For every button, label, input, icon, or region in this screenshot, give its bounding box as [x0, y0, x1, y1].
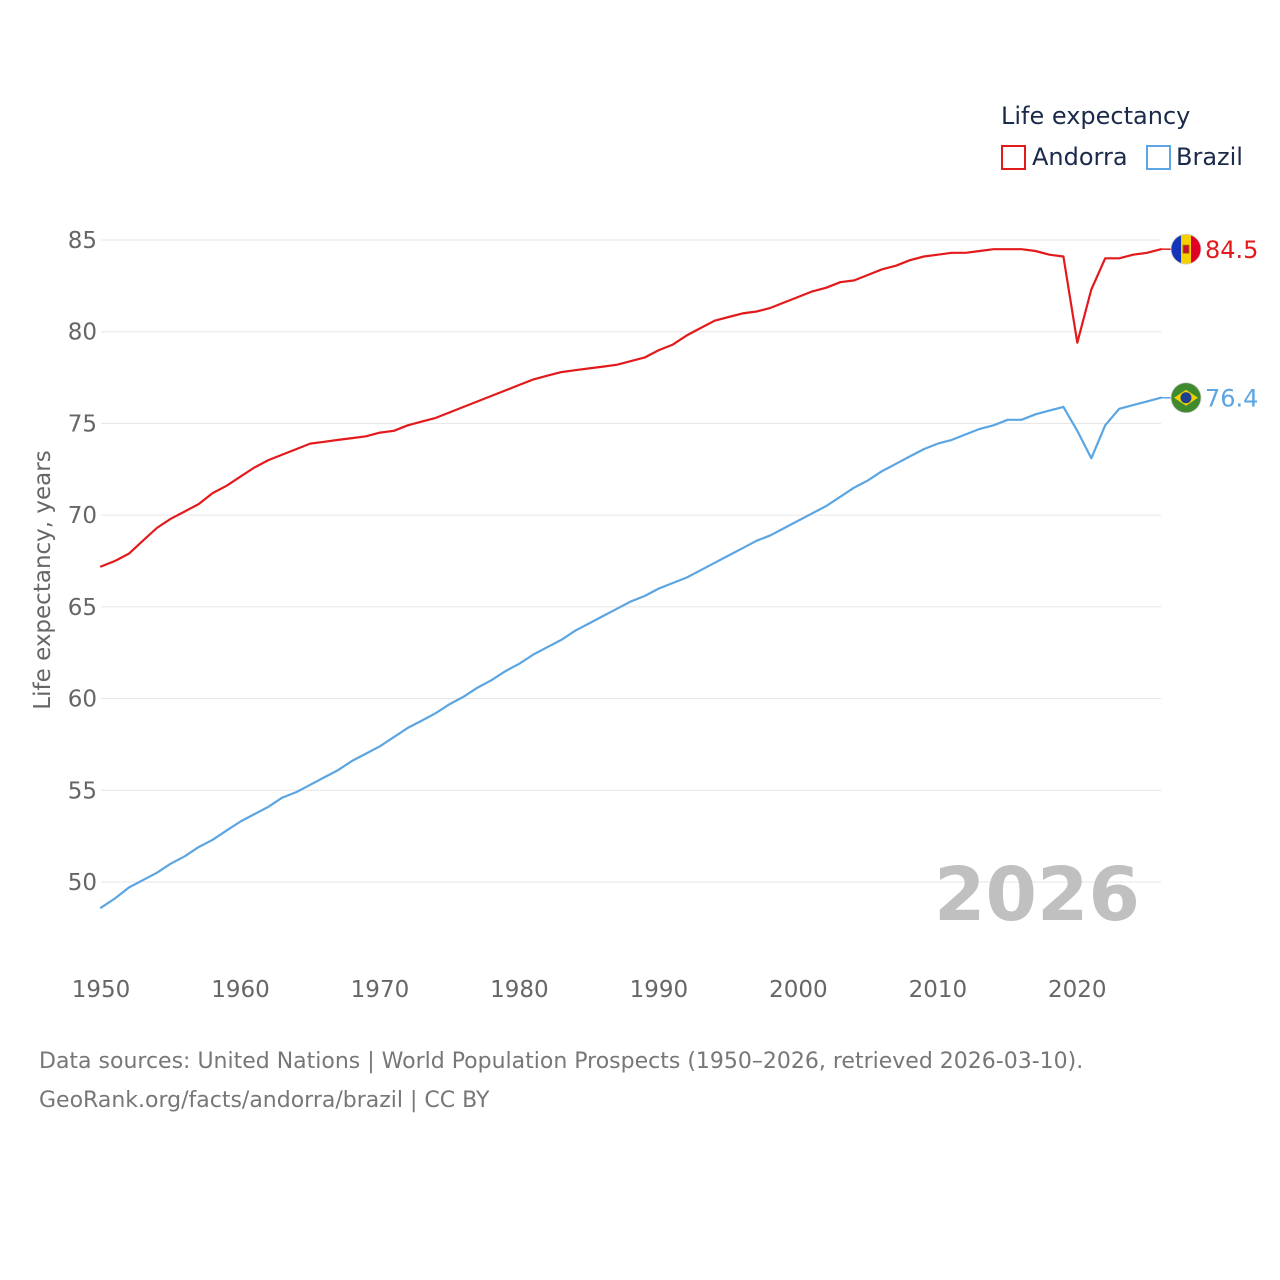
grid-layer: [101, 239, 1161, 883]
x-tick-label-1960: 1960: [211, 977, 270, 1003]
y-axis-label: Life expectancy, years: [30, 450, 56, 709]
series-line-andorra[interactable]: [99, 248, 1163, 568]
y-tick-label-60: 60: [68, 687, 97, 713]
x-tick-label-1980: 1980: [490, 977, 549, 1003]
y-tick-label-85: 85: [68, 228, 97, 254]
year-watermark: 2026: [934, 852, 1140, 938]
x-tick-label-2020: 2020: [1048, 977, 1107, 1003]
legend-label-andorra: Andorra: [1032, 143, 1128, 171]
x-axis-ticks: 1950 1960 1970 1980 1990 2000 2010 2020: [72, 977, 1107, 1003]
legend-swatch-andorra: [1001, 145, 1026, 170]
end-value-label-brazil: 76.4: [1205, 385, 1258, 413]
series-layer: [99, 248, 1163, 909]
y-tick-label-55: 55: [68, 778, 97, 804]
end-labels: 84.5 76.4: [1161, 233, 1258, 414]
x-tick-label-1970: 1970: [351, 977, 410, 1003]
legend: Life expectancy Andorra Brazil: [1001, 102, 1243, 171]
y-tick-label-75: 75: [68, 411, 97, 437]
legend-label-brazil: Brazil: [1176, 143, 1243, 171]
y-tick-label-65: 65: [68, 595, 97, 621]
x-tick-label-1990: 1990: [630, 977, 689, 1003]
x-tick-label-2000: 2000: [769, 977, 828, 1003]
legend-item-andorra[interactable]: Andorra: [1001, 143, 1128, 171]
legend-item-brazil[interactable]: Brazil: [1146, 143, 1243, 171]
y-tick-label-80: 80: [68, 320, 97, 346]
x-tick-label-2010: 2010: [909, 977, 968, 1003]
series-line-brazil[interactable]: [99, 396, 1163, 909]
brazil-flag-icon: [1170, 382, 1202, 414]
andorra-flag-icon: [1170, 233, 1202, 265]
source-line-2[interactable]: GeoRank.org/facts/andorra/brazil | CC BY: [39, 1088, 490, 1113]
legend-title: Life expectancy: [1001, 102, 1190, 130]
y-tick-label-70: 70: [68, 503, 97, 529]
x-tick-label-1950: 1950: [72, 977, 131, 1003]
legend-swatch-brazil: [1146, 145, 1171, 170]
end-value-label-andorra: 84.5: [1205, 236, 1258, 264]
y-axis-ticks: 50 55 60 65 70 75 80 85: [68, 228, 97, 896]
y-tick-label-50: 50: [68, 870, 97, 896]
source-line-1: Data sources: United Nations | World Pop…: [39, 1049, 1083, 1074]
